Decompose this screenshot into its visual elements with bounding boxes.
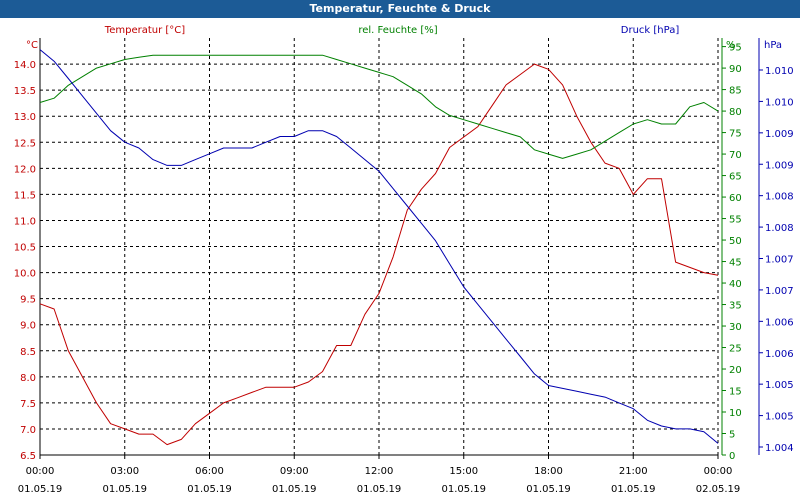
- x-tick-label-time: 09:00: [280, 466, 309, 477]
- mid-tick-label: 90: [729, 64, 742, 75]
- x-tick-label-date: 01.05.19: [18, 484, 63, 495]
- left-axis-title: Temperatur [°C]: [104, 25, 185, 36]
- mid-tick-label: 65: [729, 172, 742, 183]
- chart-title: Temperatur, Feuchte & Druck: [0, 0, 800, 18]
- left-tick-label: 6.5: [20, 451, 36, 462]
- x-tick-label-time: 00:00: [704, 466, 733, 477]
- left-tick-label: 14.0: [14, 60, 36, 71]
- right-tick-label: 1.009: [765, 160, 794, 171]
- right-tick-label: 1.008: [765, 223, 794, 234]
- left-tick-label: 8.0: [20, 373, 36, 384]
- left-tick-label: 7.0: [20, 425, 36, 436]
- series: [39, 49, 719, 446]
- right-tick-label: 1.006: [765, 349, 794, 360]
- mid-tick-label: 60: [729, 193, 742, 204]
- right-tick-label: 1.005: [765, 412, 794, 423]
- left-tick-label: 11.0: [14, 216, 36, 227]
- x-tick-label-date: 01.05.19: [187, 484, 232, 495]
- x-tick-label-time: 12:00: [365, 466, 394, 477]
- left-tick-label: 13.5: [14, 86, 36, 97]
- x-tick-label-time: 18:00: [534, 466, 563, 477]
- right-tick-label: 1.007: [765, 286, 794, 297]
- mid-tick-label: 20: [729, 365, 742, 376]
- mid-tick-label: 50: [729, 236, 742, 247]
- mid-tick-label: 25: [729, 344, 742, 355]
- x-tick-label-date: 01.05.19: [102, 484, 147, 495]
- grid: [40, 38, 719, 456]
- mid-tick-label: 95: [729, 43, 742, 54]
- x-tick-label-date: 01.05.19: [526, 484, 571, 495]
- left-axis-unit: °C: [26, 40, 38, 51]
- right-tick-label: 1.009: [765, 129, 794, 140]
- mid-tick-label: 0: [729, 451, 735, 462]
- x-tick-label-date: 01.05.19: [441, 484, 486, 495]
- mid-axis-unit: %: [726, 40, 736, 51]
- left-tick-label: 8.5: [20, 347, 36, 358]
- right-tick-label: 1.008: [765, 192, 794, 203]
- right-tick-label: 1.010: [765, 66, 794, 77]
- left-tick-label: 10.5: [14, 243, 36, 254]
- x-tick-label-time: 03:00: [110, 466, 139, 477]
- left-tick-label: 9.5: [20, 295, 36, 306]
- x-tick-label-date: 01.05.19: [611, 484, 656, 495]
- right-tick-label: 1.010: [765, 97, 794, 108]
- mid-tick-label: 15: [729, 387, 742, 398]
- mid-tick-label: 80: [729, 107, 742, 118]
- axes: [39, 38, 763, 459]
- x-tick-label-time: 06:00: [195, 466, 224, 477]
- series-line-druck: [39, 49, 719, 444]
- right-tick-label: 1.006: [765, 317, 794, 328]
- series-line-rel-feuchte: [39, 54, 719, 159]
- mid-tick-label: 85: [729, 86, 742, 97]
- left-tick-label: 10.0: [14, 269, 36, 280]
- right-axis-title: Druck [hPa]: [621, 25, 680, 36]
- mid-axis-title: rel. Feuchte [%]: [358, 25, 437, 36]
- series-line-temperatur: [39, 63, 719, 446]
- x-tick-label-date: 02.05.19: [696, 484, 741, 495]
- left-tick-label: 13.0: [14, 112, 36, 123]
- mid-tick-label: 5: [729, 430, 735, 441]
- mid-tick-label: 10: [729, 408, 742, 419]
- left-tick-label: 11.5: [14, 190, 36, 201]
- right-tick-label: 1.005: [765, 380, 794, 391]
- labels: 00:00 01.05.19 03:00 01.05.19 06:00 01.05.19 0…: [14, 25, 794, 495]
- right-tick-label: 1.004: [765, 443, 794, 454]
- left-tick-label: 12.5: [14, 138, 36, 149]
- mid-tick-label: 45: [729, 258, 742, 269]
- mid-tick-label: 55: [729, 215, 742, 226]
- x-tick-label-date: 01.05.19: [357, 484, 402, 495]
- x-tick-label-time: 00:00: [26, 466, 55, 477]
- mid-tick-label: 40: [729, 279, 742, 290]
- mid-tick-label: 75: [729, 129, 742, 140]
- mid-tick-label: 30: [729, 322, 742, 333]
- x-tick-label-time: 15:00: [449, 466, 478, 477]
- right-tick-label: 1.007: [765, 255, 794, 266]
- mid-tick-label: 35: [729, 301, 742, 312]
- x-tick-label-date: 01.05.19: [272, 484, 317, 495]
- left-tick-label: 7.5: [20, 399, 36, 410]
- left-tick-label: 12.0: [14, 164, 36, 175]
- right-axis-unit: hPa: [764, 40, 782, 51]
- mid-tick-label: 70: [729, 150, 742, 161]
- left-tick-label: 9.0: [20, 321, 36, 332]
- x-tick-label-time: 21:00: [619, 466, 648, 477]
